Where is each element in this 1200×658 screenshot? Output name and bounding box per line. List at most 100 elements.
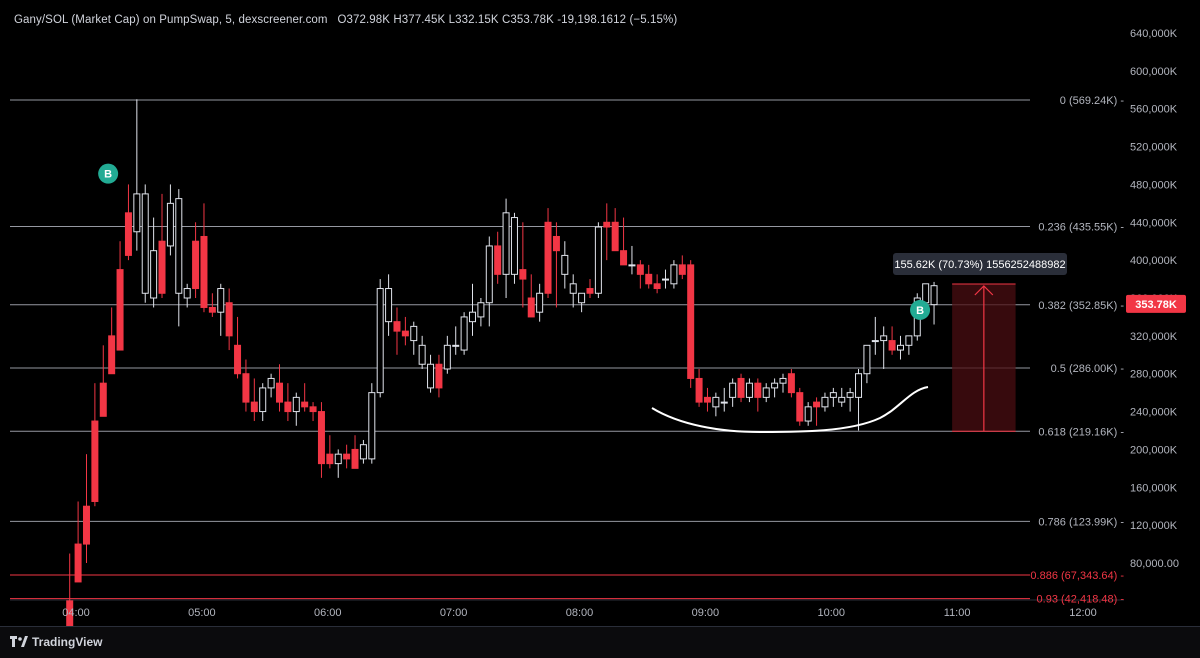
candle-body-down (317, 411, 325, 465)
y-tick-label: 120,000K (1130, 520, 1178, 532)
candle-body-up (662, 278, 670, 281)
candle-body-down (544, 221, 552, 294)
candle-body-down (435, 363, 443, 389)
x-tick-label: 10:00 (817, 607, 845, 619)
x-tick-label: 09:00 (692, 607, 720, 619)
candle-body-down (787, 373, 795, 394)
candle-body-down (99, 382, 107, 417)
candle-body-up (368, 392, 376, 460)
candle-body-down (645, 273, 653, 285)
candle-body-up (469, 311, 477, 323)
candle-body-up (670, 264, 678, 285)
buy-marker-badge (98, 163, 119, 184)
candle-body-down (343, 453, 351, 460)
candle-body-down (494, 245, 502, 275)
candle-body-up (762, 387, 770, 398)
candle-body-down (611, 221, 619, 252)
candle-body-down (116, 269, 124, 351)
candle-body-down (192, 240, 200, 290)
brand-name: TradingView (32, 635, 103, 649)
candle-body-up (443, 344, 451, 370)
y-tick-label: 640,000K (1130, 28, 1178, 40)
candle-body-down (208, 306, 216, 313)
candle-body-up (175, 198, 183, 294)
candle-body-down (401, 330, 409, 337)
y-tick-label: 560,000K (1130, 104, 1178, 116)
chart-canvas[interactable]: 0 (569.24K) - 0.236 (435.55K) - 0.382 (352… (0, 0, 1200, 626)
tradingview-logo[interactable]: TradingView (10, 635, 102, 649)
candle-body-up (729, 382, 737, 398)
fib-level-label: 0 (569.24K) - (1060, 95, 1125, 107)
candle-body-down (586, 288, 594, 294)
fib-level-label: 0.5 (286.00K) - (1051, 363, 1125, 375)
x-tick-label: 06:00 (314, 607, 342, 619)
x-tick-label: 07:00 (440, 607, 468, 619)
candle-body-down (603, 221, 611, 228)
candle-body-up (855, 373, 863, 398)
candle-body-up (460, 316, 468, 351)
candle-body-down (351, 448, 359, 469)
measure-label-bg (893, 253, 1067, 276)
candle-body-down (695, 377, 703, 403)
candle-body-up (427, 363, 435, 389)
candle-body-down (66, 600, 74, 626)
candle-body-up (418, 344, 426, 365)
footer-bar: TradingView (0, 626, 1200, 658)
x-tick-label: 05:00 (188, 607, 216, 619)
candle-body-down (527, 297, 535, 318)
candle-body-down (796, 392, 804, 422)
y-tick-label: 240,000K (1130, 407, 1178, 419)
candle-body-up (267, 377, 275, 389)
candle-body-down (301, 401, 309, 408)
candle-body-down (200, 235, 208, 308)
candle-body-down (393, 321, 401, 332)
candle-body-up (133, 193, 141, 233)
candle-body-up (259, 387, 267, 413)
buy-marker-label: B (916, 305, 924, 317)
candle-body-up (829, 392, 837, 398)
x-tick-label: 11:00 (944, 607, 971, 619)
y-tick-label: 520,000K (1130, 142, 1178, 154)
last-price-label: 353.78K (1135, 299, 1177, 311)
candle-body-up (905, 335, 913, 346)
ohlc-readout: O372.98K H377.45K L332.15K C353.78K -19,… (337, 14, 678, 26)
candle-body-down (687, 264, 695, 379)
candle-body-up (779, 377, 787, 384)
candle-body-up (376, 288, 384, 394)
candle-body-up (359, 444, 367, 460)
x-tick-label: 12:00 (1069, 607, 1097, 619)
candle-body-up (871, 340, 879, 343)
tradingview-logo-icon (10, 636, 28, 647)
candle-body-down (82, 505, 90, 545)
fib-level-label: 0.93 (42,418.48) - (1037, 594, 1125, 606)
candle-body-up (510, 217, 518, 275)
fib-level-label: 0.236 (435.55K) - (1038, 221, 1124, 233)
candle-body-down (158, 240, 166, 294)
candle-body-up (485, 245, 493, 304)
candle-body-up (561, 254, 569, 275)
candle-body-up (502, 212, 510, 275)
candle-body-up (578, 292, 586, 304)
candle-body-down (124, 212, 132, 256)
candle-body-up (292, 396, 300, 413)
candle-body-down (888, 340, 896, 351)
candle-body-up (477, 302, 485, 318)
symbol-title[interactable]: Gany/SOL (Market Cap) on PumpSwap, 5, de… (14, 14, 328, 26)
candle-body-up (880, 335, 888, 342)
candle-body-up (166, 202, 174, 247)
candle-body-down (225, 302, 233, 337)
candle-body-up (838, 396, 846, 403)
y-tick-label: 440,000K (1130, 217, 1178, 229)
candle-body-down (519, 269, 527, 280)
buy-marker-badge (910, 299, 931, 320)
candle-body-up (930, 285, 938, 306)
candle-body-down (326, 453, 334, 465)
rounded-bottom-drawing (651, 386, 929, 434)
candle-body-up (863, 344, 871, 375)
candle-body-up (385, 288, 393, 323)
y-tick-label: 600,000K (1130, 66, 1178, 78)
measure-arrow-head (974, 285, 994, 296)
candle-body-down (74, 543, 82, 583)
candle-body-up (150, 250, 158, 299)
